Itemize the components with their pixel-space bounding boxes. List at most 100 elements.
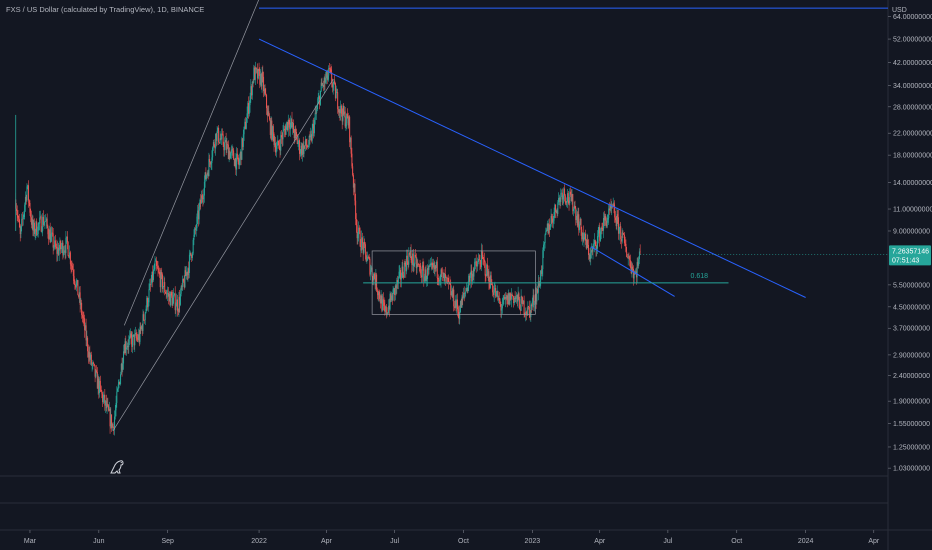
candle-body	[456, 299, 458, 310]
candle-body	[614, 217, 616, 221]
candle-body	[138, 334, 140, 342]
candle-body	[548, 224, 550, 234]
candle-body	[206, 174, 208, 179]
candle-body	[408, 253, 410, 265]
candle-body	[248, 102, 250, 114]
candle-body	[427, 268, 429, 280]
candle-body	[73, 276, 75, 281]
candle-body	[417, 263, 419, 265]
candle-body	[201, 195, 203, 199]
candle-body	[49, 229, 51, 243]
candle-body	[525, 311, 527, 315]
price-tick-label: 28.00000000	[893, 104, 932, 111]
candle-body	[63, 250, 65, 252]
candle-body	[282, 130, 284, 140]
candle-body	[164, 282, 166, 292]
candle-body	[585, 240, 587, 249]
candle-body	[107, 404, 109, 406]
candle-body	[500, 304, 502, 311]
candle-body	[27, 185, 29, 187]
candle-body	[255, 67, 257, 70]
candle-body	[531, 304, 533, 307]
candle-body	[253, 67, 255, 83]
candle-body	[109, 408, 111, 427]
candle-body	[322, 85, 324, 86]
candle-body	[52, 233, 54, 248]
candle-body	[518, 293, 520, 300]
current-price-tag[interactable]	[889, 245, 931, 266]
candle-body	[345, 123, 347, 127]
candle-body	[432, 265, 434, 268]
candle-body	[98, 378, 100, 394]
candle-body	[561, 192, 563, 194]
candle-body	[214, 145, 216, 149]
candle-body	[424, 276, 426, 282]
candle-body	[495, 288, 497, 297]
channel-upper-line[interactable]	[123, 0, 260, 326]
candle-body	[284, 128, 286, 130]
candle-body	[543, 244, 545, 251]
candle-body	[388, 305, 390, 313]
candle-body	[158, 271, 160, 275]
candle-body	[380, 295, 382, 304]
candle-body	[75, 282, 77, 288]
candle-body	[540, 270, 542, 274]
candle-body	[324, 77, 326, 83]
candle-body	[63, 251, 65, 256]
candle-body	[180, 286, 182, 294]
candle-body	[87, 351, 89, 358]
candle-body	[401, 266, 403, 278]
candle-body	[156, 265, 158, 269]
candle-body	[470, 270, 472, 275]
candle-body	[260, 74, 262, 85]
candle-body	[302, 143, 304, 154]
candle-body	[554, 204, 556, 213]
candle-body	[482, 254, 484, 260]
time-tick-label: 2024	[798, 538, 814, 545]
candle-body	[250, 86, 252, 96]
candle-body	[361, 237, 363, 244]
price-tick-label: 4.50000000	[893, 304, 930, 311]
lower-trendline[interactable]	[590, 246, 675, 297]
candle-body	[96, 371, 98, 389]
candle-body	[142, 314, 144, 331]
candle-body	[33, 222, 35, 234]
candle-body	[449, 283, 451, 285]
time-tick-label: Oct	[731, 538, 742, 545]
price-axis-currency: USD	[892, 7, 907, 14]
candle-body	[455, 300, 457, 308]
candle-body	[245, 122, 247, 129]
candle-body	[140, 326, 142, 329]
price-tick-label: 2.90000000	[893, 352, 930, 359]
candle-body	[575, 208, 577, 221]
candle-body	[270, 120, 272, 135]
candle-body	[638, 259, 640, 266]
candle-body	[367, 256, 369, 258]
candle-body	[306, 145, 308, 147]
candle-body	[553, 212, 555, 221]
candle-body	[215, 133, 217, 141]
candle-body	[356, 225, 358, 239]
candle-body	[459, 300, 461, 313]
candle-body	[396, 280, 398, 289]
candle-body	[506, 295, 508, 299]
candle-body	[335, 92, 337, 99]
candle-body	[605, 216, 607, 221]
candle-body	[155, 260, 157, 262]
candle-body	[185, 272, 187, 277]
candle-body	[376, 290, 378, 293]
candle-body	[141, 326, 143, 331]
tradingview-logo-icon[interactable]	[108, 456, 128, 476]
candle-body	[144, 319, 146, 321]
candle-body	[342, 105, 344, 122]
candle-body	[84, 325, 86, 331]
candle-body	[358, 227, 360, 235]
candle-body	[541, 269, 543, 274]
descending-trendline[interactable]	[258, 38, 806, 298]
candle-body	[120, 363, 122, 375]
candle-body	[593, 244, 595, 247]
channel-lower-line[interactable]	[112, 79, 334, 431]
candle-body	[439, 279, 441, 281]
